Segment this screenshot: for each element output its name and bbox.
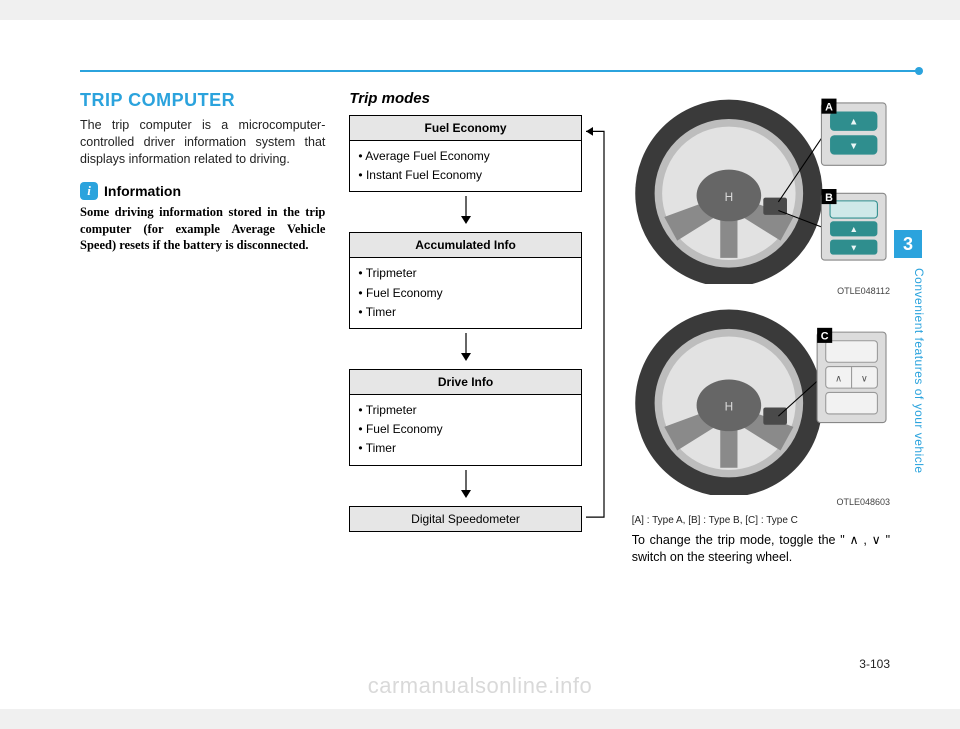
intro-paragraph: The trip computer is a microcomput­er-co… [80, 117, 325, 168]
mode-box-title: Accumulated Info [350, 233, 580, 258]
arrow-down-icon [349, 333, 581, 361]
column-mid: Trip modes Fuel Economy Average Fuel Eco… [349, 90, 607, 659]
figure-code: OTLE048112 [632, 286, 890, 296]
svg-text:∧: ∧ [835, 373, 842, 384]
mode-box-drive-info: Drive Info Tripmeter Fuel Economy Timer [349, 369, 581, 466]
arrow-down-icon [349, 196, 581, 224]
section-title: TRIP COMPUTER [80, 90, 325, 111]
svg-text:A: A [825, 101, 833, 113]
mode-box-title: Fuel Economy [350, 116, 580, 141]
trip-modes-heading: Trip modes [349, 90, 607, 107]
info-icon: i [80, 182, 98, 200]
svg-text:▼: ▼ [849, 141, 859, 152]
instruction-text: To change the trip mode, toggle the " ∧ … [632, 532, 890, 566]
column-left: TRIP COMPUTER The trip computer is a mic… [80, 90, 325, 659]
mode-item: Tripmeter [358, 264, 572, 283]
svg-text:∨: ∨ [861, 373, 868, 384]
mode-item: Timer [358, 303, 572, 322]
info-title: Information [104, 183, 181, 199]
mode-item: Fuel Economy [358, 284, 572, 303]
info-heading: i Information [80, 182, 325, 200]
mode-box-fuel-economy: Fuel Economy Average Fuel Economy Instan… [349, 115, 581, 192]
svg-text:H: H [724, 190, 733, 204]
watermark: carmanualsonline.info [0, 673, 960, 699]
column-right: H ▲ ▼ A [632, 90, 890, 659]
figure-steering-wheel-c: H ∧ ∨ C [632, 302, 890, 496]
svg-text:▲: ▲ [849, 116, 859, 127]
mode-item: Tripmeter [358, 401, 572, 420]
mode-box-speedometer: Digital Speedometer [349, 506, 581, 532]
top-rule [80, 70, 922, 72]
arrow-down-icon [349, 470, 581, 498]
mode-box-accumulated: Accumulated Info Tripmeter Fuel Economy … [349, 232, 581, 329]
mode-box-title: Drive Info [350, 370, 580, 395]
type-legend: [A] : Type A, [B] : Type B, [C] : Type C [632, 515, 890, 526]
mode-item: Average Fuel Economy [358, 147, 572, 166]
info-body: Some driving information stored in the t… [80, 204, 325, 255]
svg-text:H: H [724, 399, 733, 413]
content-columns: TRIP COMPUTER The trip computer is a mic… [80, 90, 890, 659]
svg-text:B: B [825, 192, 833, 204]
page-number: 3-103 [859, 657, 890, 671]
mode-item: Instant Fuel Economy [358, 166, 572, 185]
figure-code: OTLE048603 [632, 497, 890, 507]
svg-text:▼: ▼ [849, 242, 858, 252]
mode-item: Timer [358, 439, 572, 458]
chapter-tab: 3 [894, 230, 922, 258]
trip-modes-flow: Fuel Economy Average Fuel Economy Instan… [349, 115, 607, 532]
svg-text:▲: ▲ [849, 224, 858, 234]
chapter-label: Convenient features of your vehicle [912, 268, 926, 474]
figure-steering-wheel-ab: H ▲ ▼ A [632, 90, 890, 284]
loop-arrow [586, 127, 608, 522]
svg-text:C: C [820, 330, 828, 342]
mode-item: Fuel Economy [358, 420, 572, 439]
manual-page: 3 Convenient features of your vehicle TR… [0, 20, 960, 709]
